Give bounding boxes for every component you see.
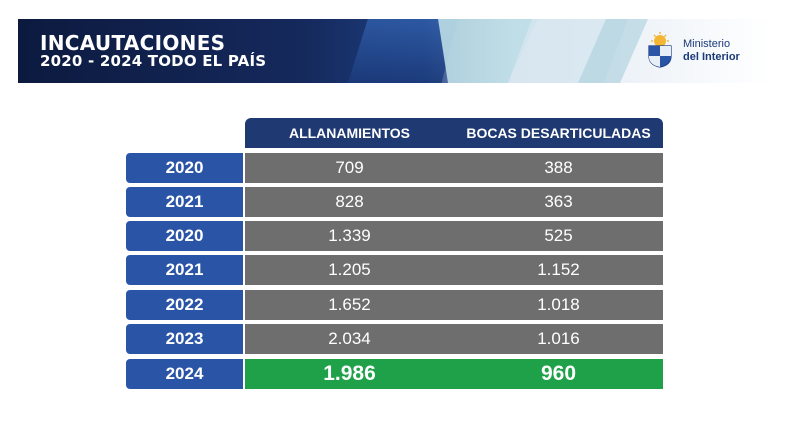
column-header-bocas-desarticuladas: BOCAS DESARTICULADAS [466, 125, 651, 141]
table-row-highlight: 2024 1.986 960 [126, 359, 663, 389]
row-values: 1.986 960 [245, 359, 663, 389]
row-year: 2022 [126, 290, 243, 320]
header-banner: INCAUTACIONES 2020 - 2024 TODO EL PAÍS [18, 19, 770, 83]
row-year: 2021 [126, 187, 243, 217]
cell-allanamientos: 1.205 [328, 260, 371, 279]
row-values: 1.652 1.018 [245, 290, 663, 320]
cell-allanamientos: 1.986 [323, 362, 376, 385]
table-row: 2021 1.205 1.152 [126, 255, 663, 285]
row-values: 709 388 [245, 153, 663, 183]
logo-text-ministerio: Ministerio [683, 38, 731, 50]
row-year: 2020 [126, 221, 243, 251]
cell-bocas: 960 [540, 362, 577, 385]
cell-allanamientos: 1.652 [328, 295, 371, 314]
table-row: 2020 1.339 525 [126, 221, 663, 251]
table-row: 2022 1.652 1.018 [126, 290, 663, 320]
cell-bocas: 363 [544, 192, 573, 211]
cell-bocas: 388 [544, 158, 573, 177]
page-title: INCAUTACIONES [40, 31, 226, 55]
cell-allanamientos: 709 [335, 158, 364, 177]
row-year: 2023 [126, 324, 243, 354]
row-values: 828 363 [245, 187, 663, 217]
table-row: 2023 2.034 1.016 [126, 324, 663, 354]
logo-text-del-interior: del Interior [683, 51, 740, 63]
cell-bocas: 1.152 [537, 260, 580, 279]
page-subtitle: 2020 - 2024 TODO EL PAÍS [40, 52, 267, 70]
row-values: 1.205 1.152 [245, 255, 663, 285]
table-row: 2020 709 388 [126, 153, 663, 183]
banner-decoration [348, 19, 458, 83]
cell-bocas: 1.018 [537, 295, 580, 314]
table-header: ALLANAMIENTOS BOCAS DESARTICULADAS [245, 118, 663, 148]
row-year: 2024 [126, 359, 243, 389]
cell-allanamientos: 1.339 [328, 226, 371, 245]
ministerio-logo: Ministerio del Interior [643, 32, 763, 70]
cell-allanamientos: 828 [335, 192, 364, 211]
uruguay-coat-of-arms-icon [648, 32, 672, 68]
cell-bocas: 525 [544, 226, 573, 245]
row-values: 1.339 525 [245, 221, 663, 251]
row-year: 2020 [126, 153, 243, 183]
column-header-allanamientos: ALLANAMIENTOS [288, 125, 411, 141]
cell-allanamientos: 2.034 [328, 329, 371, 348]
row-year: 2021 [126, 255, 243, 285]
row-values: 2.034 1.016 [245, 324, 663, 354]
cell-bocas: 1.016 [537, 329, 580, 348]
table-row: 2021 828 363 [126, 187, 663, 217]
